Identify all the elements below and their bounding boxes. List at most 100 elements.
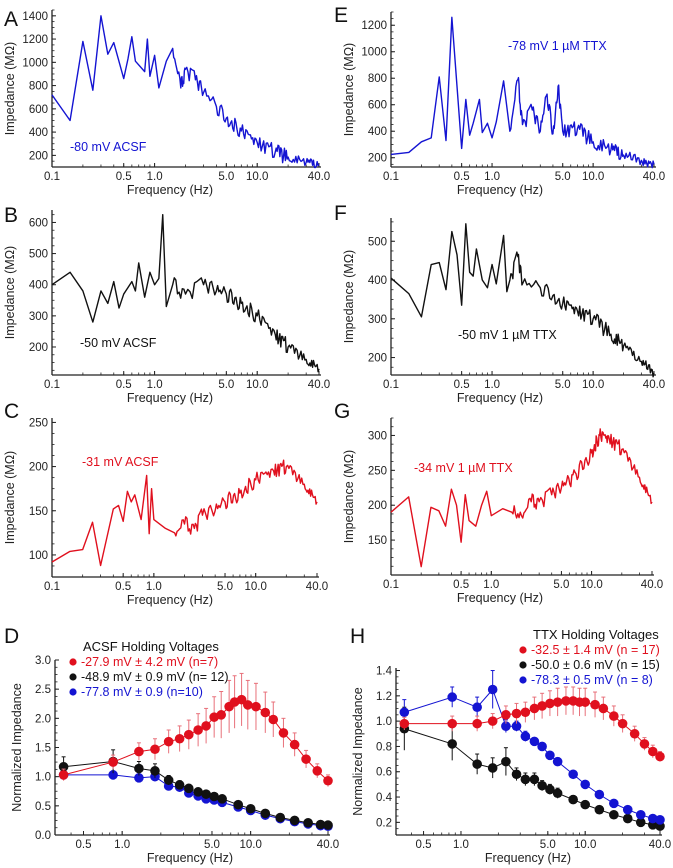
panel-e: E 0.1 0.5 1.0 5.0 10.0 40.0 200 400 600 800 1000 120… — [334, 4, 665, 197]
data-point — [594, 789, 605, 800]
y-tick-label: 1000 — [361, 47, 387, 59]
data-point — [303, 817, 313, 828]
data-point — [487, 684, 498, 695]
panel-h: H 0.5 1.0 5.0 10.0 40.0 0.2 0.4 0.6 0.8 1.0 1.2 1.4 F… — [350, 625, 671, 865]
data-point — [201, 721, 211, 731]
y-tick-label: 800 — [29, 81, 48, 93]
data-point — [594, 804, 605, 815]
x-tick-label: 1.0 — [483, 579, 499, 591]
axes: 0.1 0.5 1.0 5.0 10.0 40.0 200 300 400 500 600 Frequ… — [3, 210, 330, 405]
panel-g: G 0.1 0.5 1.0 5.0 10.0 40.0 150 200 250 300 Frequen… — [334, 400, 663, 605]
data-point — [647, 746, 658, 757]
x-tick-label: 0.5 — [76, 839, 92, 851]
data-point — [193, 787, 203, 797]
data-point — [501, 756, 511, 767]
data-point — [278, 728, 289, 738]
series-annotation: -80 mV ACSF — [70, 140, 147, 154]
data-point — [183, 783, 194, 794]
panel-letter: B — [4, 204, 18, 227]
data-point — [301, 754, 311, 764]
y-tick-label: 100 — [29, 550, 48, 562]
series-line — [63, 774, 329, 827]
data-point — [545, 750, 555, 761]
data-point — [217, 794, 227, 804]
y-tick-label: 200 — [29, 150, 48, 162]
x-tick-label: 40.0 — [643, 171, 665, 183]
y-tick-label: 0.6 — [376, 767, 392, 779]
data-point — [529, 774, 540, 785]
axes: 0.1 0.5 1.0 5.0 10.0 40.0 200 300 400 500 Frequenc… — [342, 218, 665, 405]
y-tick-label: 400 — [29, 127, 48, 139]
data-point — [245, 803, 256, 814]
y-tick-label: 300 — [368, 430, 387, 442]
y-axis-label: Impedance (MΩ) — [3, 246, 17, 339]
y-tick-label: 500 — [368, 236, 387, 248]
data-point — [609, 798, 619, 809]
x-axis-label: Frequency (Hz) — [147, 851, 233, 865]
x-tick-label: 40.0 — [308, 171, 330, 183]
x-axis-label: Frequency (Hz) — [127, 183, 213, 197]
data-point — [537, 701, 547, 711]
y-tick-label: 1000 — [22, 57, 48, 69]
x-tick-label: 0.1 — [383, 171, 399, 183]
series-line — [390, 428, 653, 568]
series-annotation: -50 mV 1 µM TTX — [458, 328, 557, 342]
panel-letter: G — [334, 400, 350, 423]
legend-marker — [519, 676, 527, 684]
x-tick-label: 5.0 — [553, 579, 569, 591]
x-axis-label: Frequency (Hz) — [127, 391, 213, 405]
data-point — [268, 714, 279, 725]
data-point — [561, 696, 571, 706]
data-point — [108, 770, 118, 780]
x-tick-label: 0.1 — [44, 171, 60, 183]
x-tick-label: 1.0 — [114, 839, 130, 851]
x-tick-label: 10.0 — [239, 839, 261, 851]
data-point — [323, 775, 333, 786]
legend: ACSF Holding Voltages-27.9 mV ± 4.2 mV (… — [69, 639, 229, 699]
y-axis-label: Impedance (MΩ) — [342, 43, 356, 136]
x-axis-label: Frequency (Hz) — [127, 593, 213, 607]
y-tick-label: 0.5 — [35, 801, 51, 813]
data-point — [289, 815, 300, 826]
data-point — [609, 711, 619, 721]
panel-letter: C — [4, 400, 19, 423]
y-tick-label: 500 — [29, 249, 48, 261]
data-point — [617, 718, 628, 729]
data-point — [520, 774, 531, 785]
axes: 0.5 1.0 5.0 10.0 40.0 0.2 0.4 0.6 0.8 1.0 1.2 1.4 Fr… — [351, 666, 671, 865]
x-tick-label: 0.1 — [383, 379, 399, 391]
x-tick-label: 5.0 — [217, 581, 233, 593]
data-point — [487, 716, 498, 726]
series-red — [399, 686, 665, 762]
panel-b: B 0.1 0.5 1.0 5.0 10.0 40.0 200 300 400 500 600 Freq… — [3, 204, 330, 405]
data-point — [552, 697, 563, 707]
x-tick-label: 10.0 — [244, 581, 266, 593]
data-point — [501, 721, 511, 731]
y-tick-label: 400 — [368, 275, 387, 287]
x-tick-label: 1.0 — [147, 171, 163, 183]
series-line — [390, 16, 655, 169]
x-tick-label: 10.0 — [582, 171, 604, 183]
x-tick-label: 0.5 — [453, 579, 469, 591]
data-point — [174, 733, 185, 744]
axes: 0.1 0.5 1.0 5.0 10.0 40.0 200 400 600 800 1000 1200… — [342, 11, 665, 197]
x-tick-label: 0.5 — [416, 839, 432, 851]
y-tick-label: 300 — [29, 311, 48, 323]
data-point — [323, 820, 333, 830]
data-point — [647, 813, 658, 824]
y-tick-label: 400 — [368, 126, 387, 138]
series-line — [51, 213, 320, 373]
panel-a: A 0.1 0.5 1.0 5.0 10.0 40.0 200 400 600 800 1000 120… — [3, 8, 330, 197]
data-point — [472, 718, 482, 729]
legend-label: -78.3 ± 0.5 mV (n = 8) — [531, 673, 653, 687]
series-blue — [399, 670, 665, 825]
x-tick-label: 5.0 — [555, 171, 571, 183]
data-point — [134, 746, 144, 757]
x-tick-label: 5.0 — [218, 171, 234, 183]
series-annotation: -50 mV ACSF — [80, 336, 157, 350]
x-axis-label: Frequency (Hz) — [457, 591, 543, 605]
data-point — [201, 789, 211, 799]
legend-label: -48.9 mV ± 0.9 mV (n= 12) — [81, 670, 229, 684]
legend-label: -50.0 ± 0.6 mV (n = 15) — [531, 658, 660, 672]
